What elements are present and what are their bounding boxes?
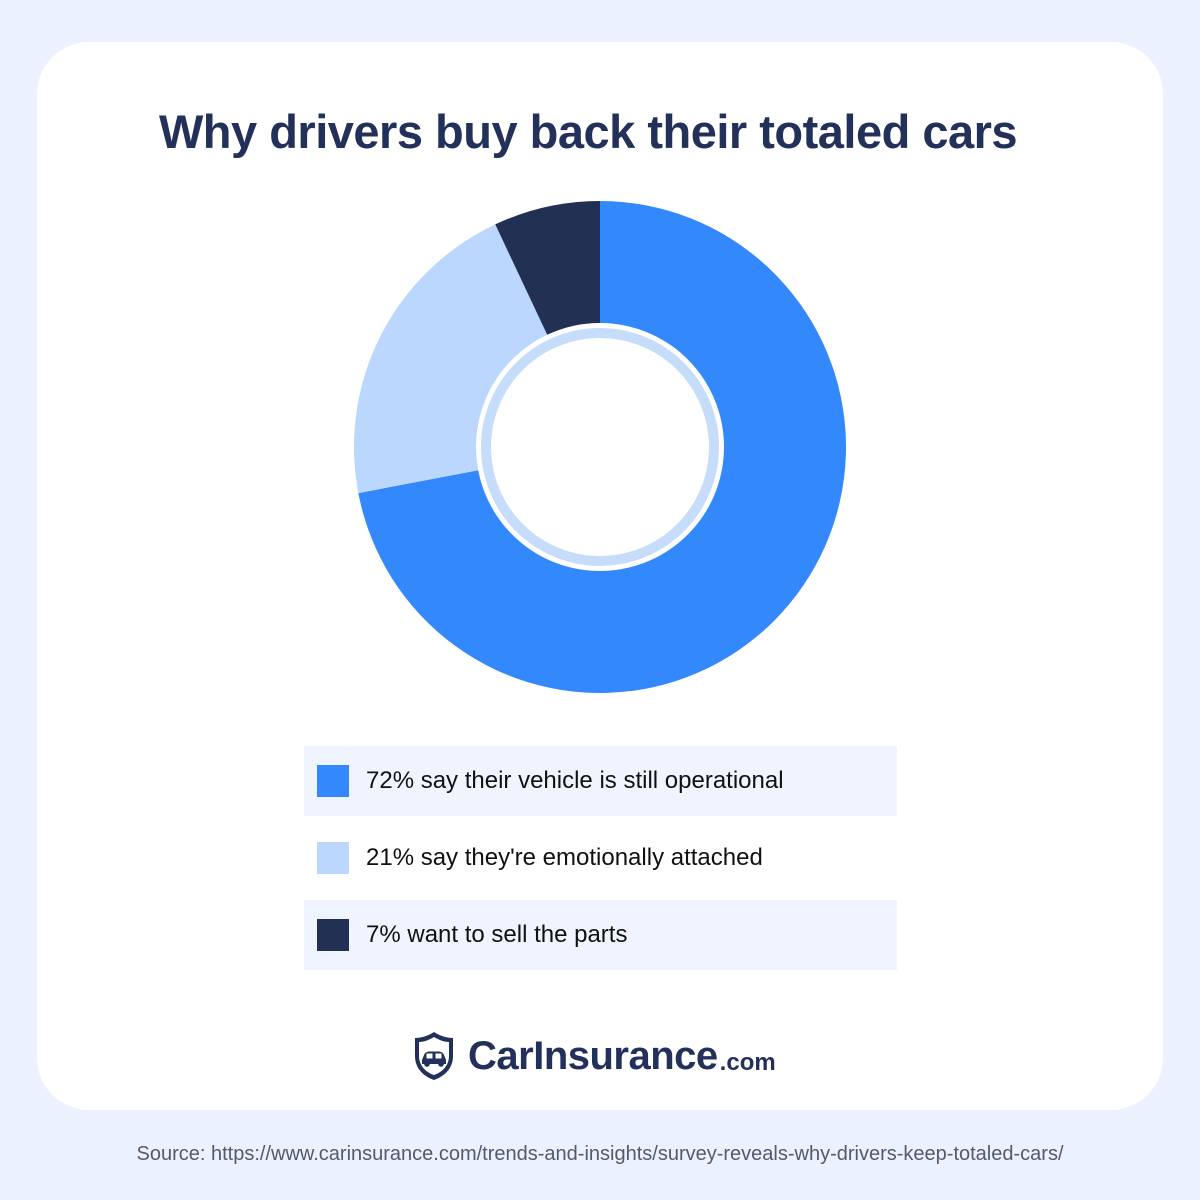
legend-label: 21% say they're emotionally attached: [366, 844, 763, 871]
brand-name: CarInsurance: [468, 1033, 718, 1078]
slice-operational: [358, 201, 846, 693]
donut-chart: [354, 201, 846, 693]
legend-item-operational: 72% say their vehicle is still operation…: [304, 746, 897, 816]
source-citation: Source: https://www.carinsurance.com/tre…: [136, 1143, 1064, 1165]
brand-logo: CarInsurance .com: [412, 1028, 776, 1084]
legend-swatch: [317, 919, 349, 951]
slice-parts: [495, 201, 600, 335]
chart-title: Why drivers buy back their totaled cars: [158, 105, 1018, 158]
legend-label: 7% want to sell the parts: [366, 921, 628, 948]
slice-emotional: [354, 224, 548, 494]
legend-item-emotional: 21% say they're emotionally attached: [304, 823, 897, 893]
chart-legend: 72% say their vehicle is still operation…: [304, 746, 897, 977]
legend-item-parts: 7% want to sell the parts: [304, 900, 897, 970]
legend-swatch: [317, 842, 349, 874]
inner-ring: [481, 328, 719, 566]
legend-label: 72% say their vehicle is still operation…: [366, 767, 784, 794]
brand-tld: .com: [719, 1049, 776, 1076]
legend-swatch: [317, 765, 349, 797]
shield-car-icon: [415, 1032, 453, 1080]
